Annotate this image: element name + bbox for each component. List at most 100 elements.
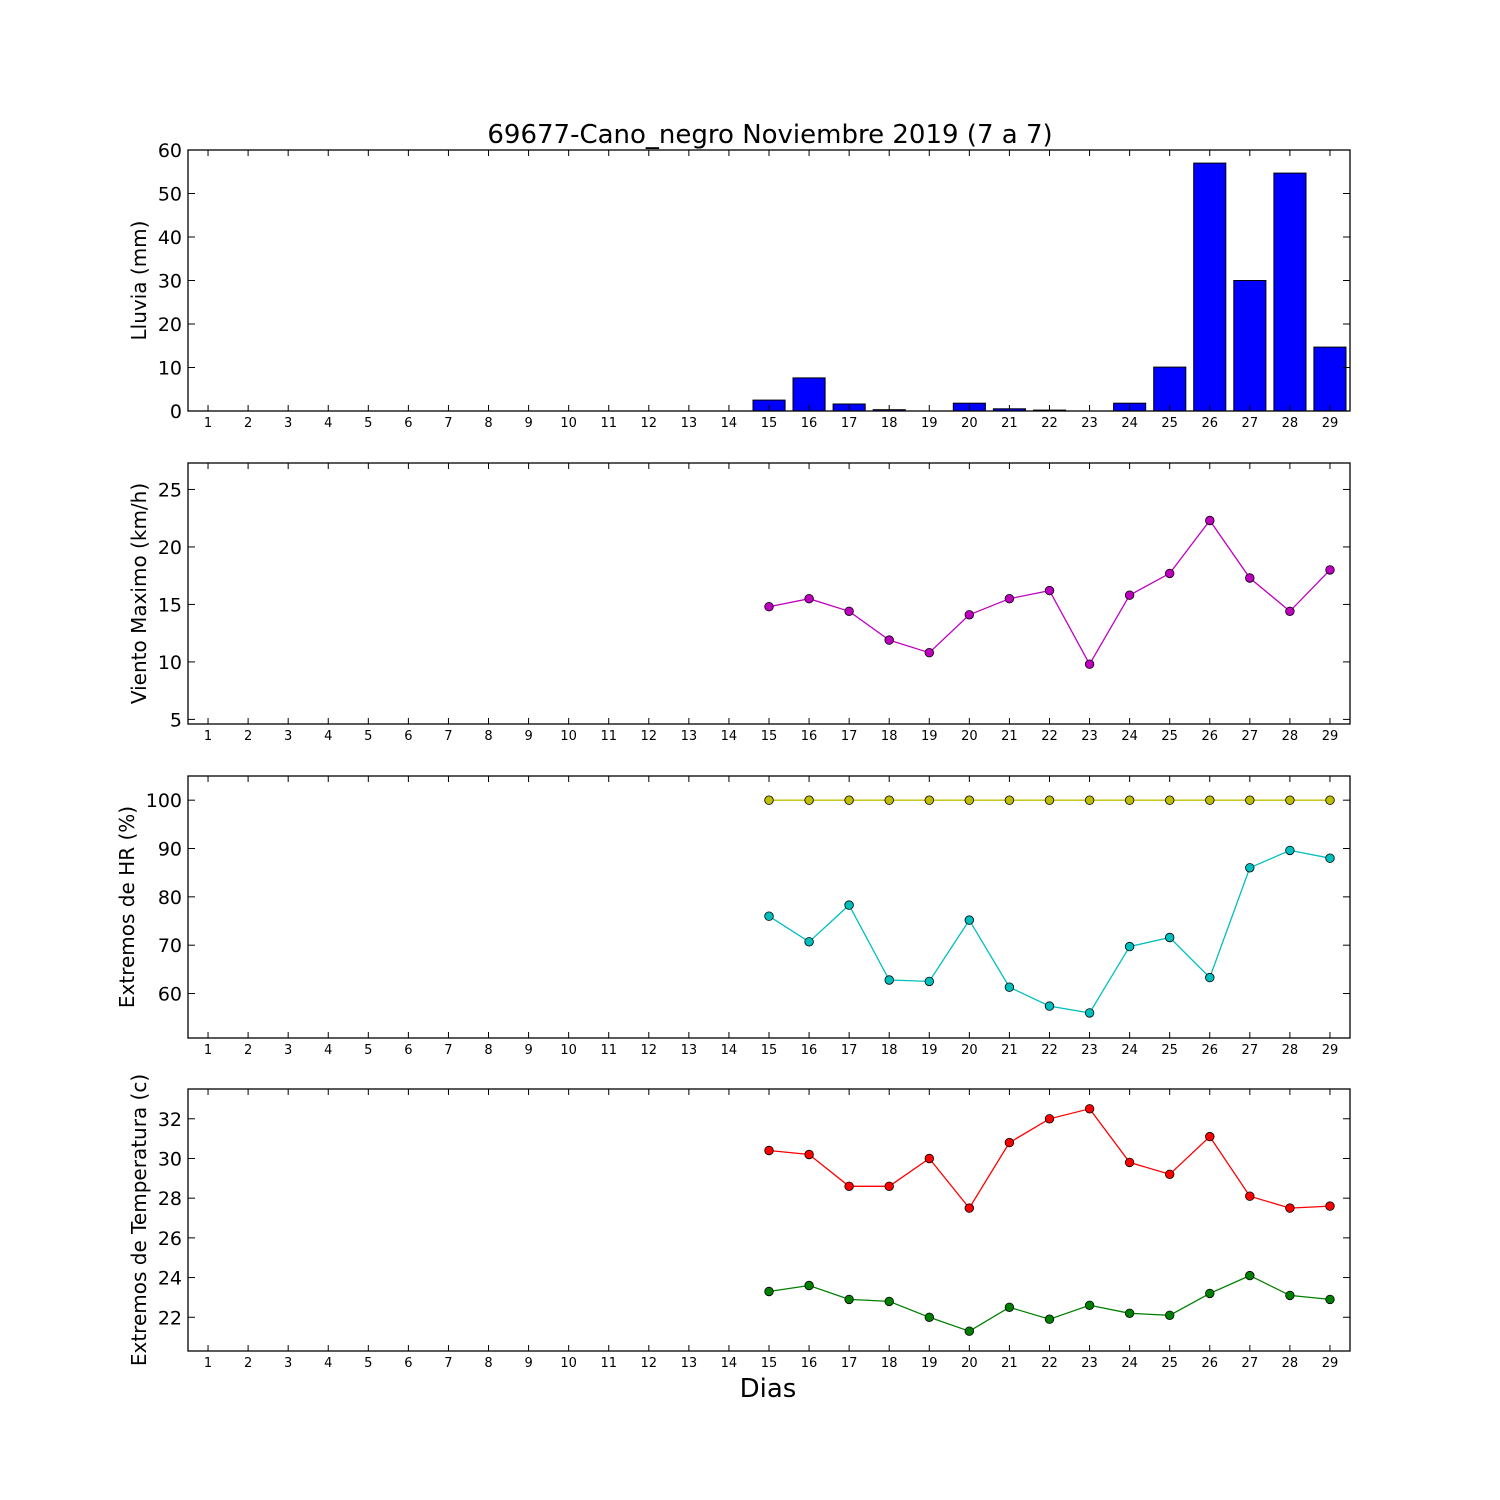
point-temp_min-day-28 bbox=[1285, 1290, 1295, 1301]
x-tick-label: 4 bbox=[324, 1356, 332, 1371]
x-tick-label: 20 bbox=[961, 416, 978, 431]
point-temp_max-day-23 bbox=[1084, 1104, 1095, 1114]
point-hr_max-day-23 bbox=[1084, 795, 1095, 805]
x-tick-label: 26 bbox=[1201, 729, 1218, 744]
point-wind-day-27 bbox=[1245, 573, 1255, 583]
x-tick-label: 12 bbox=[641, 416, 658, 431]
point-temp_max-day-28 bbox=[1285, 1203, 1295, 1213]
x-tick-label: 22 bbox=[1041, 729, 1058, 744]
point-temp_max-day-26 bbox=[1205, 1131, 1215, 1142]
x-tick-label: 12 bbox=[641, 1356, 658, 1371]
x-tick-label: 4 bbox=[324, 729, 332, 744]
point-temp_max-day-16 bbox=[804, 1149, 814, 1160]
point-wind-day-23 bbox=[1084, 659, 1095, 669]
point-temp_max-day-24 bbox=[1124, 1157, 1135, 1168]
point-temp_min-day-26 bbox=[1205, 1288, 1215, 1299]
x-tick-label: 24 bbox=[1121, 1043, 1138, 1058]
point-hr_max-day-26 bbox=[1205, 795, 1215, 805]
y-tick-label: 60 bbox=[158, 984, 182, 1006]
point-temp_max-day-15 bbox=[764, 1145, 774, 1156]
x-tick-label: 27 bbox=[1242, 729, 1259, 744]
x-tick-label: 27 bbox=[1242, 416, 1259, 431]
x-tick-label: 24 bbox=[1121, 1356, 1138, 1371]
x-tick-label: 11 bbox=[600, 1356, 617, 1371]
point-temp_min-day-16 bbox=[804, 1280, 814, 1291]
point-temp_min-day-27 bbox=[1245, 1270, 1255, 1281]
point-temp_max-day-27 bbox=[1245, 1191, 1255, 1201]
x-tick-label: 2 bbox=[244, 1043, 252, 1058]
x-tick-label: 11 bbox=[600, 729, 617, 744]
y-tick-label: 0 bbox=[170, 401, 182, 423]
x-tick-label: 9 bbox=[524, 1356, 532, 1371]
x-tick-label: 26 bbox=[1201, 416, 1218, 431]
bar-day-28 bbox=[1273, 172, 1307, 412]
x-tick-label: 13 bbox=[681, 1356, 698, 1371]
point-temp_min-day-25 bbox=[1164, 1310, 1175, 1321]
y-tick-label: 40 bbox=[158, 227, 182, 249]
point-hr_max-day-17 bbox=[844, 795, 854, 805]
x-tick-label: 7 bbox=[444, 729, 452, 744]
x-tick-label: 27 bbox=[1242, 1043, 1259, 1058]
x-tick-label: 24 bbox=[1121, 729, 1138, 744]
x-tick-label: 9 bbox=[524, 1043, 532, 1058]
x-tick-label: 5 bbox=[364, 1356, 372, 1371]
x-tick-label: 28 bbox=[1282, 729, 1299, 744]
x-tick-label: 18 bbox=[881, 416, 898, 431]
x-tick-label: 8 bbox=[484, 729, 492, 744]
point-wind-day-15 bbox=[764, 602, 774, 612]
x-tick-label: 7 bbox=[444, 1356, 452, 1371]
x-tick-label: 14 bbox=[721, 729, 738, 744]
x-tick-label: 13 bbox=[681, 729, 698, 744]
point-hr_min-day-18 bbox=[884, 975, 894, 985]
x-tick-label: 19 bbox=[921, 1356, 938, 1371]
x-tick-label: 15 bbox=[761, 729, 778, 744]
y-tick-label: 32 bbox=[158, 1109, 182, 1131]
point-hr_max-day-27 bbox=[1245, 795, 1255, 805]
point-hr_min-day-22 bbox=[1044, 1001, 1055, 1011]
x-tick-label: 3 bbox=[284, 1043, 292, 1058]
point-temp_min-day-20 bbox=[964, 1326, 975, 1336]
point-hr_max-day-18 bbox=[884, 795, 894, 805]
y-axis-label-rain: Lluvia (mm) bbox=[127, 221, 151, 341]
panel-temperature: 1 2 3 4 5 6 7 8 9 10 11 12 13 14 15 16 17 18 19 20 21 22 23 24 2… bbox=[127, 1074, 1351, 1371]
x-tick-label: 24 bbox=[1121, 416, 1138, 431]
point-hr_max-day-28 bbox=[1285, 795, 1295, 805]
point-hr_min-day-19 bbox=[924, 976, 935, 987]
y-tick-label: 60 bbox=[158, 140, 182, 162]
y-tick-label: 10 bbox=[158, 358, 182, 380]
y-axis-label-humidity: Extremos de HR (%) bbox=[115, 806, 139, 1008]
x-axis-label: Dias bbox=[740, 1374, 797, 1404]
x-tick-label: 6 bbox=[404, 416, 412, 431]
x-tick-label: 1 bbox=[204, 1043, 212, 1058]
bar-day-16 bbox=[792, 377, 826, 412]
x-tick-label: 19 bbox=[921, 1043, 938, 1058]
y-tick-label: 50 bbox=[158, 184, 182, 206]
point-hr_max-day-20 bbox=[964, 795, 975, 805]
x-tick-label: 29 bbox=[1322, 1043, 1339, 1058]
panel-wind: 1 2 3 4 5 6 7 8 9 10 11 12 13 14 15 16 17 18 19 20 21 22 23 24 2… bbox=[127, 462, 1351, 744]
x-tick-label: 15 bbox=[761, 1043, 778, 1058]
x-tick-label: 27 bbox=[1242, 1356, 1259, 1371]
x-tick-label: 15 bbox=[761, 416, 778, 431]
x-tick-label: 3 bbox=[284, 1356, 292, 1371]
x-tick-label: 23 bbox=[1081, 1356, 1098, 1371]
x-tick-label: 16 bbox=[801, 729, 818, 744]
x-tick-label: 1 bbox=[204, 729, 212, 744]
x-tick-label: 14 bbox=[721, 416, 738, 431]
point-temp_max-day-17 bbox=[844, 1181, 854, 1192]
point-temp_max-day-21 bbox=[1004, 1137, 1015, 1148]
y-tick-label: 100 bbox=[146, 790, 182, 812]
x-tick-label: 22 bbox=[1041, 1356, 1058, 1371]
point-hr_min-day-28 bbox=[1285, 845, 1295, 856]
point-hr_max-day-24 bbox=[1124, 795, 1135, 805]
x-tick-label: 20 bbox=[961, 1356, 978, 1371]
point-hr_max-day-15 bbox=[764, 795, 774, 805]
x-tick-label: 10 bbox=[560, 1356, 577, 1371]
y-axis-label-wind: Viento Maximo (km/h) bbox=[127, 483, 151, 704]
x-tick-label: 28 bbox=[1282, 1043, 1299, 1058]
x-tick-label: 4 bbox=[324, 416, 332, 431]
x-tick-label: 18 bbox=[881, 1356, 898, 1371]
x-tick-label: 5 bbox=[364, 416, 372, 431]
x-tick-label: 8 bbox=[484, 1043, 492, 1058]
